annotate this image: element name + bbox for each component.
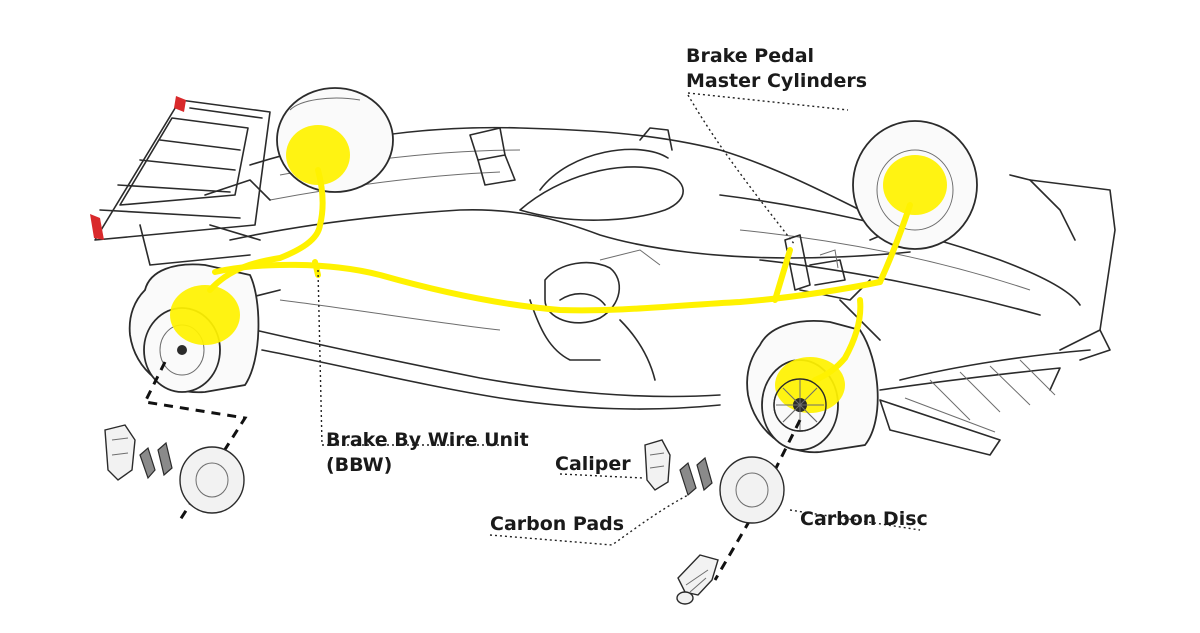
carbon-disc-label-text: Carbon Disc xyxy=(800,508,928,530)
carbon-disc-label: Carbon Disc xyxy=(800,507,928,532)
carbon-disc-icon xyxy=(719,456,785,524)
bbw-label: Brake By Wire Unit (BBW) xyxy=(326,428,529,478)
carbon-disc-icon xyxy=(179,446,245,514)
brake-pedal-label: Brake Pedal Master Cylinders xyxy=(686,44,867,94)
brake-caliper-icon xyxy=(644,439,671,491)
rear-wing xyxy=(90,96,271,266)
caliper-label-text: Caliper xyxy=(555,453,631,475)
carbon-pads-label-text: Carbon Pads xyxy=(490,513,625,535)
bbw-label-line2: (BBW) xyxy=(326,454,393,476)
front-right-brake-highlight xyxy=(883,155,947,215)
leader-lines xyxy=(317,92,921,546)
brake-pads-icon xyxy=(139,441,173,480)
caliper-label: Caliper xyxy=(555,452,631,477)
brake-pedal-label-line1: Brake Pedal xyxy=(686,45,815,67)
rear-right-brake-highlight xyxy=(286,125,350,185)
endplate-accent-top xyxy=(174,96,186,112)
rear-exploded-axis xyxy=(142,361,248,521)
carbon-pads-label: Carbon Pads xyxy=(490,512,624,537)
front-left-brake-highlight xyxy=(775,357,845,413)
rear-left-brake-highlight xyxy=(170,285,240,345)
brake-highlights xyxy=(170,125,947,413)
brake-caliper-icon xyxy=(104,424,136,481)
brake-pedal-label-line2: Master Cylinders xyxy=(686,70,868,92)
front-exploded-axis xyxy=(713,419,802,581)
bbw-label-line1: Brake By Wire Unit xyxy=(326,429,529,451)
endplate-accent-bottom xyxy=(90,214,104,240)
brake-pads-icon xyxy=(679,456,713,497)
wheel-hub-nut-icon xyxy=(676,554,719,605)
